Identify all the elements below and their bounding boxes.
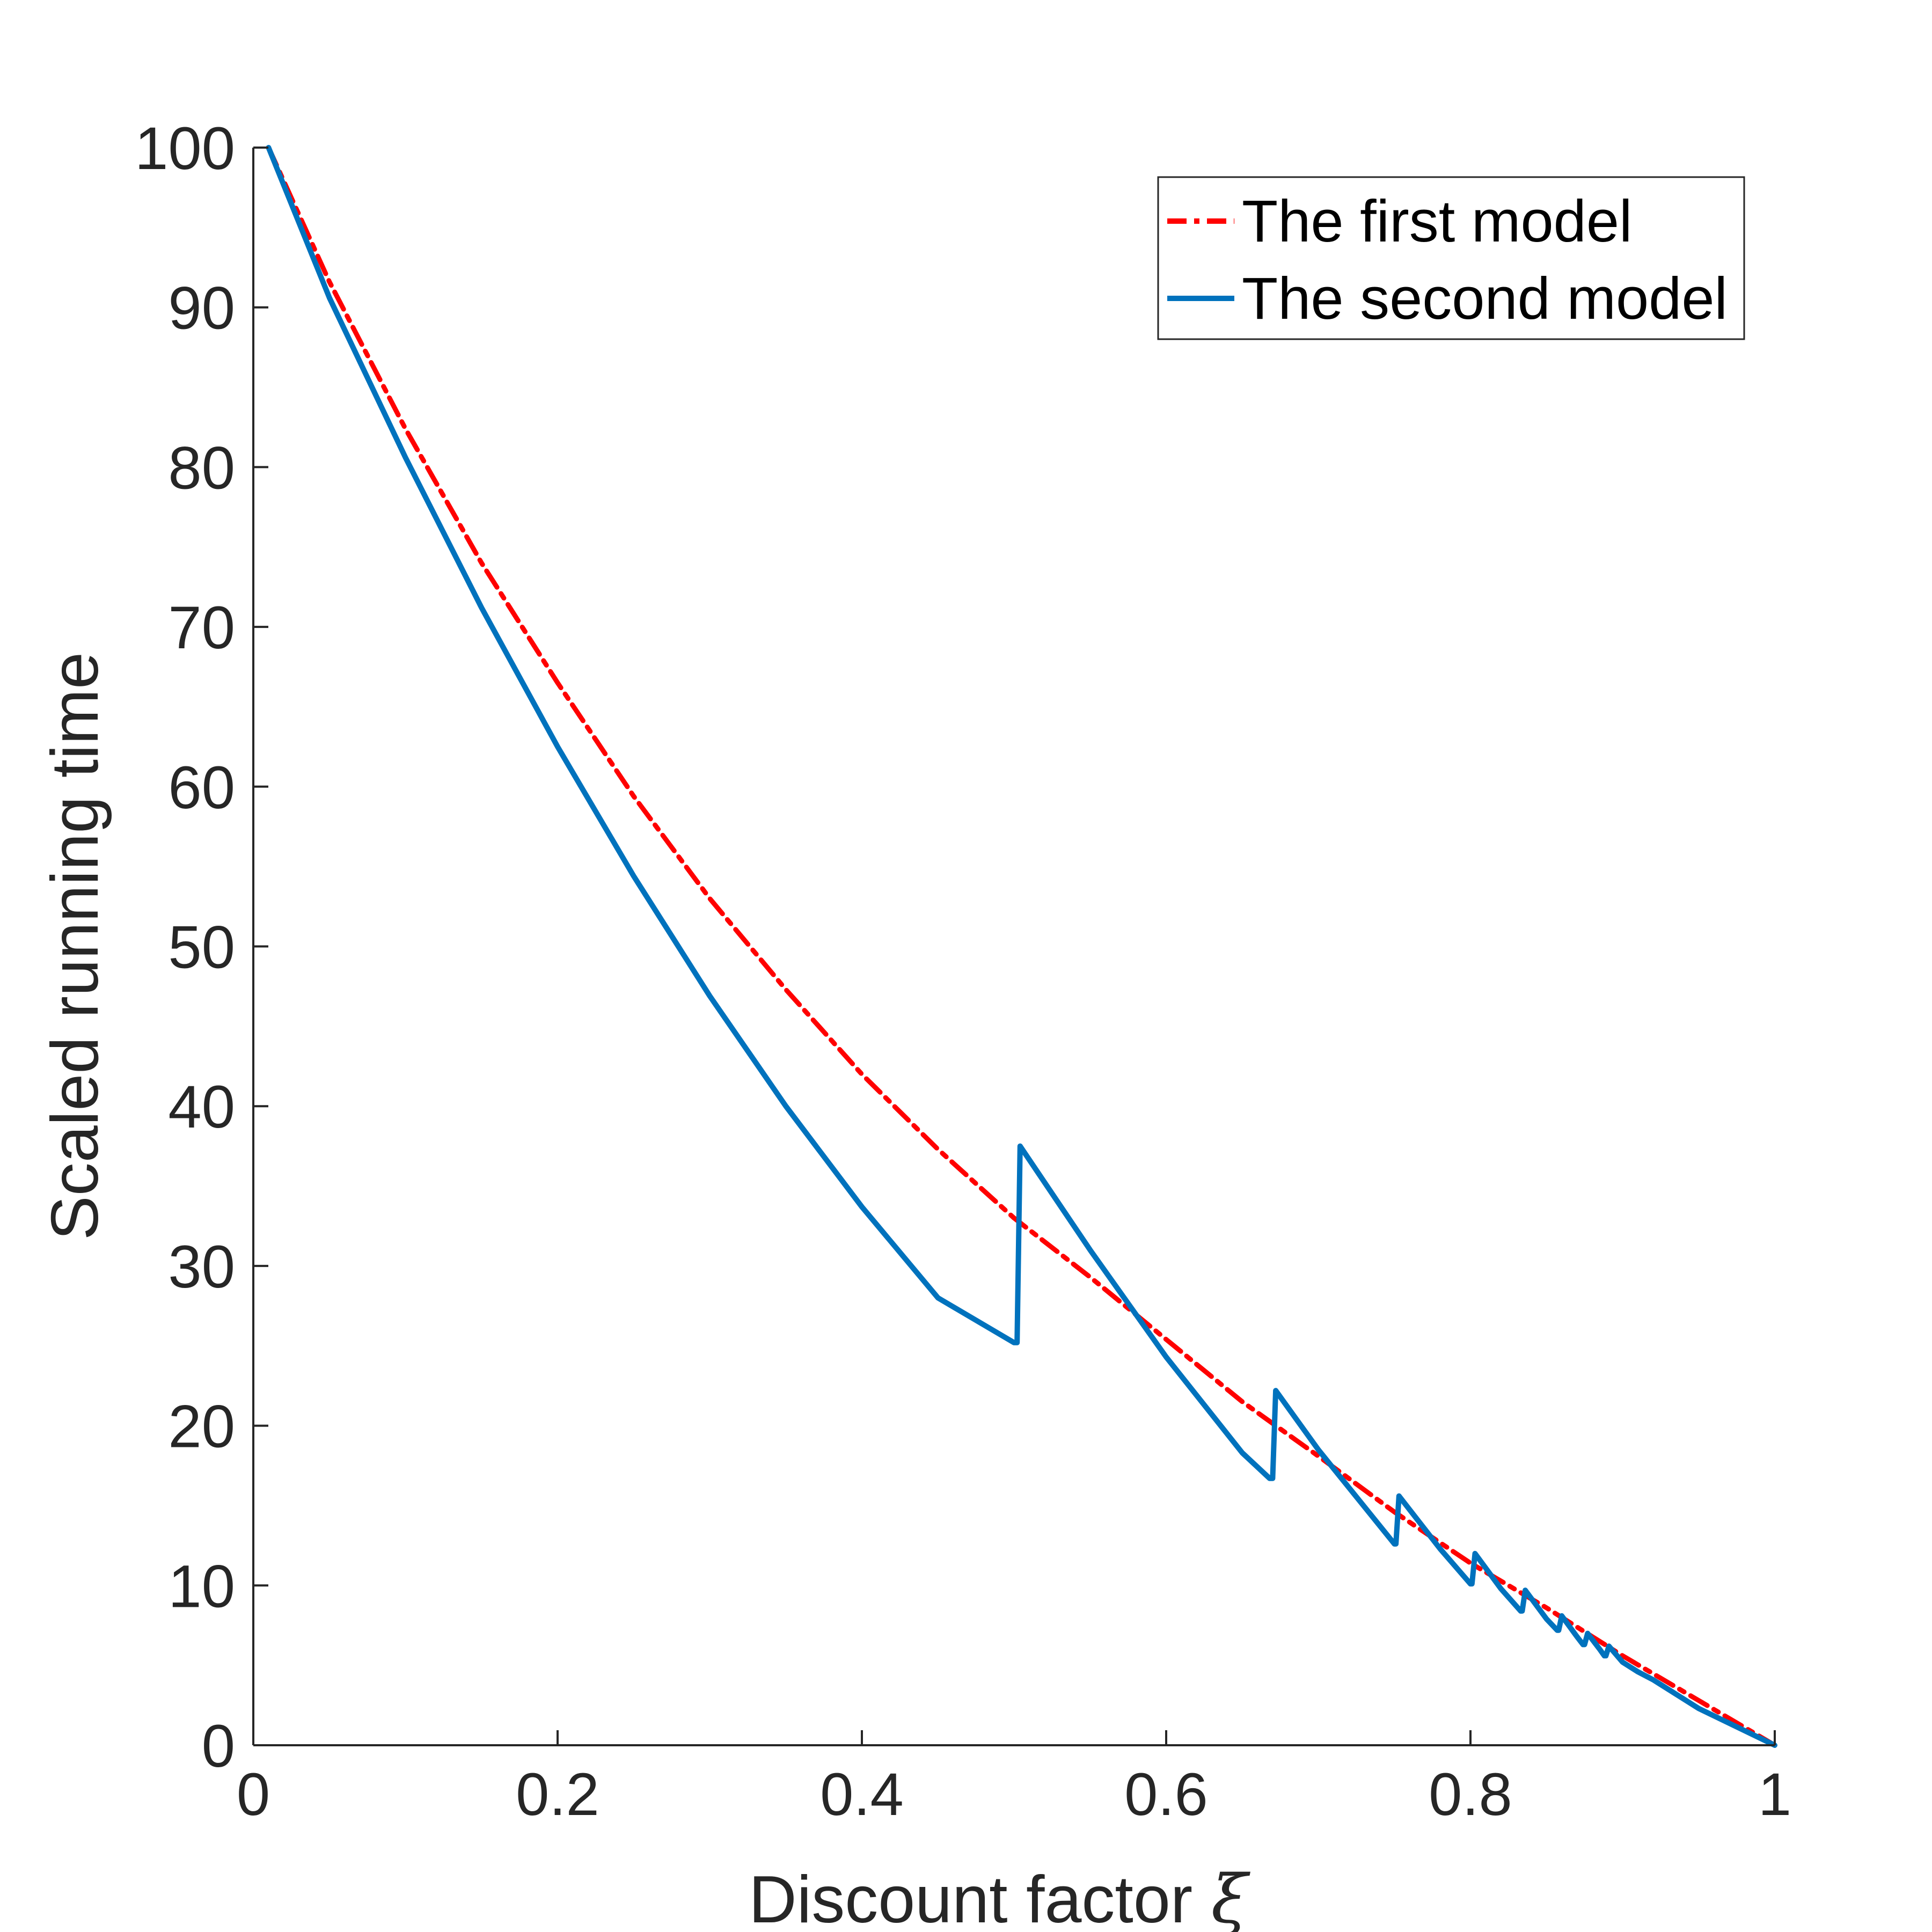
y-tick-label: 80	[168, 434, 235, 501]
y-tick-label: 20	[168, 1393, 235, 1460]
y-tick-label: 50	[168, 914, 235, 981]
y-tick-label: 60	[168, 754, 235, 821]
y-tick-label: 0	[202, 1713, 235, 1780]
y-axis-title: Scaled running time	[38, 652, 112, 1240]
x-tick-label: 0.8	[1429, 1761, 1512, 1828]
series-line-second-model	[266, 145, 1777, 1748]
x-tick-label: 0.2	[516, 1761, 599, 1828]
y-ticks: 0 10 20 30 40 50 60 70 80 90 100	[135, 115, 268, 1780]
x-ticks: 0 0.2 0.4 0.6 0.8 1	[237, 1730, 1791, 1828]
y-tick-label: 100	[135, 115, 235, 182]
legend-box	[1157, 176, 1745, 340]
y-tick-label: 70	[168, 594, 235, 661]
y-tick-label: 10	[168, 1553, 235, 1620]
legend: The first model The second model	[1157, 176, 1745, 340]
y-tick-label: 90	[168, 275, 235, 342]
x-axis-title-text: Discount factor	[749, 1863, 1192, 1932]
series-line-first-model	[266, 145, 1777, 1748]
x-axis-title: Discount factor ξ	[749, 1861, 1250, 1932]
x-tick-label: 0.6	[1124, 1761, 1208, 1828]
x-tick-label: 0.4	[820, 1761, 904, 1828]
y-tick-label: 30	[168, 1233, 235, 1300]
legend-label-first-model: The first model	[1242, 188, 1632, 254]
y-tick-label: 40	[168, 1073, 235, 1140]
x-tick-label: 0	[237, 1761, 270, 1828]
x-axis-title-symbol: ξ	[1211, 1861, 1251, 1932]
x-tick-label: 1	[1758, 1761, 1791, 1828]
series-layer	[266, 145, 1777, 1748]
legend-label-second-model: The second model	[1242, 266, 1728, 332]
